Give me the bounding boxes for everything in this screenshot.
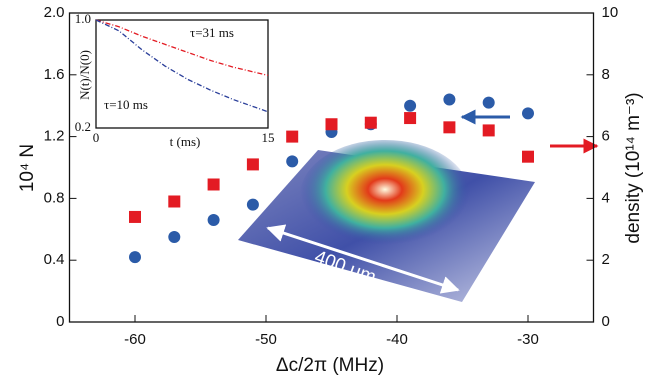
y-axis-label: 10⁴ N	[17, 144, 38, 192]
x-tick-label: 15	[262, 130, 275, 145]
data-point	[247, 158, 259, 170]
y2-axis-label: density (10¹⁴ m⁻³)	[623, 92, 644, 243]
data-point	[168, 195, 180, 207]
inset-legend-label: τ=31 ms	[190, 25, 234, 40]
inset-y-label: N(t)/N(0)	[77, 50, 92, 100]
data-point	[443, 94, 455, 106]
data-point	[365, 117, 377, 129]
y2-tick-label: 4	[602, 189, 610, 206]
data-point	[168, 231, 180, 243]
data-point	[208, 178, 220, 190]
y2-tick-label: 2	[602, 251, 610, 268]
y-tick-label: 0.2	[75, 119, 91, 134]
data-point	[404, 100, 416, 112]
inset-x-label: t (ms)	[170, 134, 201, 149]
y2-tick-label: 10	[602, 4, 619, 21]
data-point	[286, 155, 298, 167]
x-axis-label: Δc/2π (MHz)	[276, 355, 384, 376]
inset-legend-label: τ=10 ms	[104, 97, 148, 112]
y-tick-label: 2.0	[44, 4, 65, 21]
y2-tick-label: 0	[602, 313, 610, 330]
x-tick-label: 0	[93, 130, 100, 145]
y2-tick-label: 6	[602, 128, 610, 145]
data-point	[129, 211, 141, 223]
x-tick-label: -30	[517, 331, 539, 348]
data-point	[443, 121, 455, 133]
y-tick-label: 1.6	[44, 66, 65, 83]
data-point	[483, 124, 495, 136]
x-tick-label: -40	[386, 331, 408, 348]
data-point	[326, 118, 338, 130]
inset-background	[92, 15, 272, 132]
data-point	[522, 151, 534, 163]
y-tick-label: 0.8	[44, 189, 65, 206]
data-point	[208, 214, 220, 226]
inset-plot: t (ms) N(t)/N(0) τ=31 ms τ=10 ms 0 15 0.2 1…	[75, 11, 275, 149]
y-tick-label: 1.0	[75, 11, 91, 26]
y-tick-label: 0	[56, 313, 64, 330]
y2-tick-label: 8	[602, 66, 610, 83]
y-tick-label: 0.4	[44, 251, 65, 268]
data-point	[522, 107, 534, 119]
data-point	[483, 97, 495, 109]
chart: 400 μm Δc/2π (MHz) 10⁴ N density (10¹⁴ m…	[0, 0, 648, 382]
data-point	[286, 131, 298, 143]
data-point	[129, 251, 141, 263]
density-peak	[300, 140, 470, 250]
data-point	[404, 112, 416, 124]
data-point	[247, 199, 259, 211]
x-tick-label: -60	[124, 331, 146, 348]
y-tick-label: 1.2	[44, 128, 65, 145]
x-tick-label: -50	[255, 331, 277, 348]
